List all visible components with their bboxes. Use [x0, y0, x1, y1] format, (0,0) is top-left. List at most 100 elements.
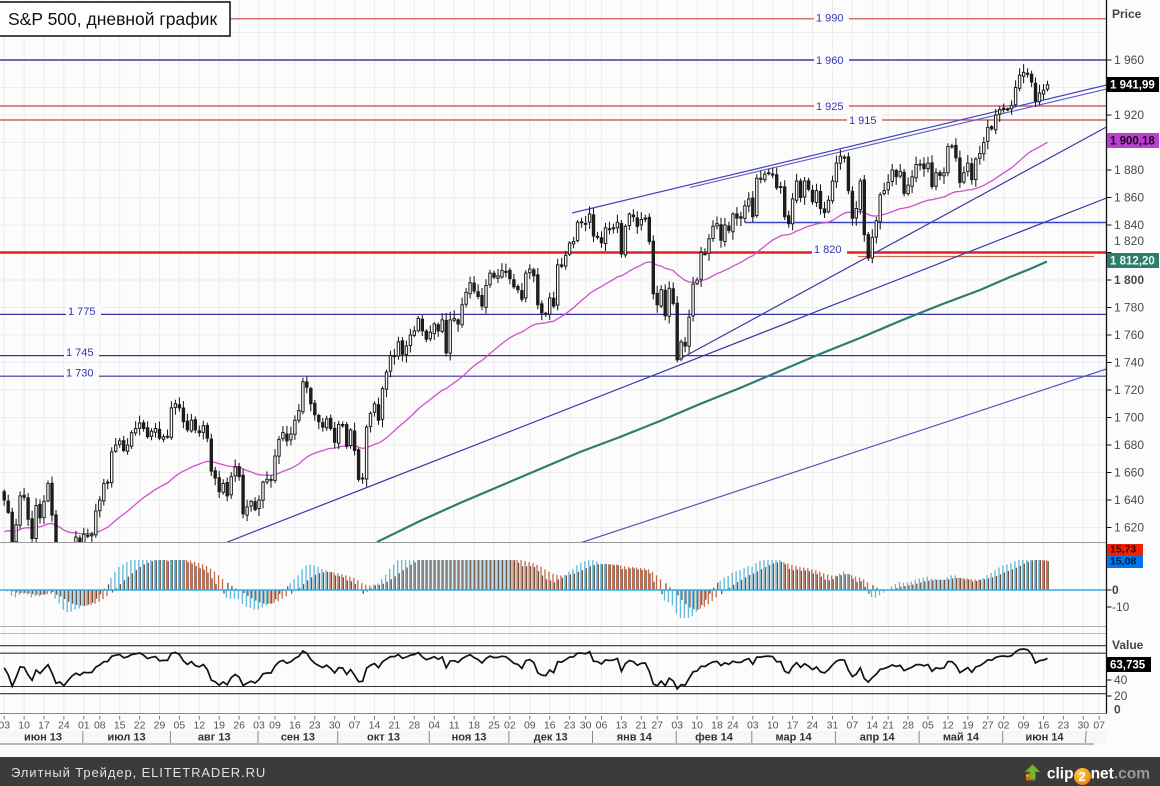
svg-text:63,735: 63,735 [1110, 660, 1146, 672]
svg-text:S&P 500, дневной график: S&P 500, дневной график [8, 9, 217, 29]
svg-text:11: 11 [449, 720, 460, 732]
svg-text:1 925: 1 925 [816, 101, 844, 113]
svg-text:1 780: 1 780 [1114, 301, 1144, 315]
svg-text:09: 09 [269, 720, 281, 732]
svg-text:18: 18 [468, 720, 480, 732]
svg-text:30: 30 [1077, 720, 1089, 732]
svg-text:янв 14: янв 14 [617, 732, 653, 744]
svg-text:ноя 13: ноя 13 [452, 732, 487, 744]
svg-text:25: 25 [488, 720, 500, 732]
svg-text:мар 14: мар 14 [776, 732, 813, 744]
svg-text:фев 14: фев 14 [695, 732, 734, 744]
svg-text:10: 10 [18, 720, 30, 732]
svg-text:07: 07 [847, 720, 859, 732]
svg-text:24: 24 [807, 720, 819, 732]
svg-text:1 812,20: 1 812,20 [1110, 256, 1155, 268]
svg-text:08: 08 [94, 720, 106, 732]
svg-text:10: 10 [767, 720, 779, 732]
svg-text:1 700: 1 700 [1114, 411, 1144, 425]
svg-text:16: 16 [289, 720, 301, 732]
svg-text:июн 13: июн 13 [24, 732, 62, 744]
svg-text:17: 17 [38, 720, 50, 732]
svg-text:май 14: май 14 [943, 732, 980, 744]
svg-text:13: 13 [616, 720, 628, 732]
svg-text:10: 10 [691, 720, 703, 732]
svg-text:1 745: 1 745 [66, 347, 94, 359]
svg-text:1 660: 1 660 [1114, 466, 1144, 480]
svg-text:1 760: 1 760 [1114, 328, 1144, 342]
svg-text:1 860: 1 860 [1114, 191, 1144, 205]
svg-text:05: 05 [922, 720, 934, 732]
svg-text:17: 17 [787, 720, 799, 732]
svg-text:16: 16 [1038, 720, 1050, 732]
svg-text:05: 05 [174, 720, 186, 732]
svg-text:27: 27 [651, 720, 663, 732]
svg-text:40: 40 [1114, 673, 1128, 687]
svg-text:1 820: 1 820 [814, 244, 842, 256]
svg-text:19: 19 [213, 720, 225, 732]
svg-text:1 960: 1 960 [816, 55, 844, 67]
svg-text:04: 04 [428, 720, 440, 732]
svg-text:1 800: 1 800 [1114, 273, 1144, 287]
svg-text:0: 0 [1112, 583, 1119, 597]
svg-text:1 900,18: 1 900,18 [1110, 136, 1155, 148]
svg-text:0: 0 [1114, 703, 1121, 717]
svg-text:19: 19 [962, 720, 974, 732]
svg-text:12: 12 [942, 720, 954, 732]
svg-text:03: 03 [253, 720, 265, 732]
svg-text:21: 21 [635, 720, 647, 732]
svg-text:1 820: 1 820 [1114, 234, 1144, 248]
svg-text:1 960: 1 960 [1114, 53, 1144, 67]
svg-text:09: 09 [524, 720, 536, 732]
svg-text:03: 03 [0, 720, 10, 732]
svg-text:1 990: 1 990 [816, 12, 844, 24]
svg-text:1 730: 1 730 [66, 367, 94, 379]
svg-text:15,08: 15,08 [1110, 556, 1136, 568]
svg-text:1 620: 1 620 [1114, 521, 1144, 535]
svg-text:Value: Value [1112, 638, 1144, 652]
svg-text:22: 22 [134, 720, 146, 732]
svg-text:18: 18 [711, 720, 723, 732]
svg-text:1 941,99: 1 941,99 [1110, 80, 1155, 92]
svg-text:июн 14: июн 14 [1025, 732, 1064, 744]
svg-text:02: 02 [504, 720, 516, 732]
svg-text:сен 13: сен 13 [281, 732, 315, 744]
svg-text:24: 24 [58, 720, 70, 732]
svg-text:1 640: 1 640 [1114, 493, 1144, 507]
svg-text:дек 13: дек 13 [534, 732, 568, 744]
svg-text:23: 23 [1058, 720, 1070, 732]
svg-text:16: 16 [544, 720, 556, 732]
svg-text:1 920: 1 920 [1114, 108, 1144, 122]
svg-text:26: 26 [233, 720, 245, 732]
svg-text:30: 30 [580, 720, 592, 732]
svg-text:06: 06 [596, 720, 608, 732]
svg-text:авг 13: авг 13 [198, 732, 231, 744]
svg-text:30: 30 [329, 720, 341, 732]
svg-text:1 775: 1 775 [68, 306, 96, 318]
svg-text:23: 23 [564, 720, 576, 732]
svg-text:24: 24 [727, 720, 739, 732]
svg-text:27: 27 [982, 720, 994, 732]
svg-text:1 680: 1 680 [1114, 438, 1144, 452]
svg-text:21: 21 [389, 720, 401, 732]
svg-text:1 915: 1 915 [849, 115, 877, 127]
svg-text:23: 23 [309, 720, 321, 732]
svg-text:29: 29 [154, 720, 166, 732]
svg-text:1 740: 1 740 [1114, 356, 1144, 370]
svg-text:1 880: 1 880 [1114, 163, 1144, 177]
svg-text:-10: -10 [1112, 600, 1130, 614]
svg-text:1 720: 1 720 [1114, 383, 1144, 397]
svg-text:01: 01 [78, 720, 90, 732]
svg-text:21: 21 [882, 720, 894, 732]
svg-text:12: 12 [193, 720, 205, 732]
svg-text:28: 28 [408, 720, 420, 732]
svg-text:02: 02 [998, 720, 1010, 732]
svg-text:14: 14 [866, 720, 878, 732]
svg-text:Price: Price [1112, 7, 1142, 21]
svg-text:20: 20 [1114, 689, 1128, 703]
svg-text:14: 14 [369, 720, 381, 732]
svg-text:апр 14: апр 14 [860, 732, 896, 744]
svg-text:28: 28 [902, 720, 914, 732]
svg-text:31: 31 [827, 720, 839, 732]
svg-text:15: 15 [114, 720, 126, 732]
